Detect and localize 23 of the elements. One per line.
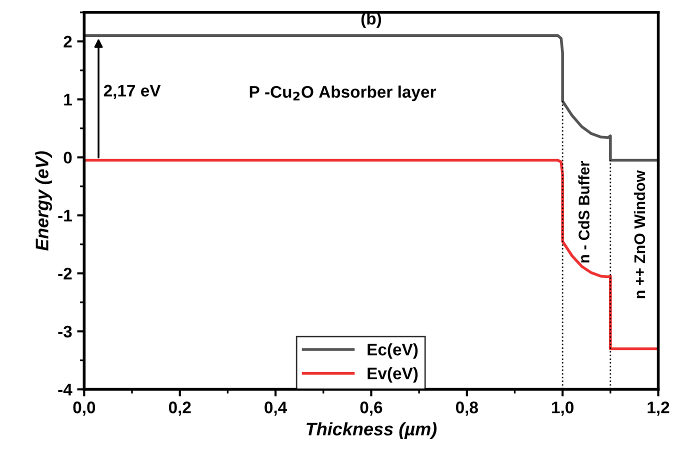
y-tick-label: -1: [58, 210, 72, 222]
x-tick-label: 0,8: [456, 402, 478, 416]
annotation: n ++ ZnO Window: [634, 170, 646, 298]
x-tick-label: 0,0: [73, 402, 96, 416]
y-tick-label: 1: [64, 94, 72, 106]
x-axis-title: Thickness (µm): [306, 422, 437, 440]
x-tick-label: 0,6: [360, 402, 382, 416]
y-tick-label: 0: [64, 152, 72, 164]
annotation: n - CdS Buffer: [578, 161, 590, 262]
y-axis-title: Energy (eV): [35, 151, 52, 251]
y-tick-label: -2: [58, 268, 72, 280]
legend-label: Ev(eV): [368, 367, 418, 383]
annotation: P -Cu$_{2}$O Absorber layer: [250, 86, 436, 102]
y-tick-label: 2: [64, 36, 72, 48]
legend-label: Ec(eV): [368, 343, 418, 359]
y-tick-label: -3: [58, 326, 72, 338]
y-tick-label: -4: [58, 384, 72, 396]
annotation: 2,17 eV: [104, 84, 161, 99]
x-tick-label: 1,2: [648, 402, 670, 416]
x-tick-label: 0,2: [168, 402, 191, 416]
x-tick-label: 0,4: [264, 402, 288, 416]
x-tick-label: 1,0: [552, 402, 574, 416]
line-series: [84, 34, 658, 162]
